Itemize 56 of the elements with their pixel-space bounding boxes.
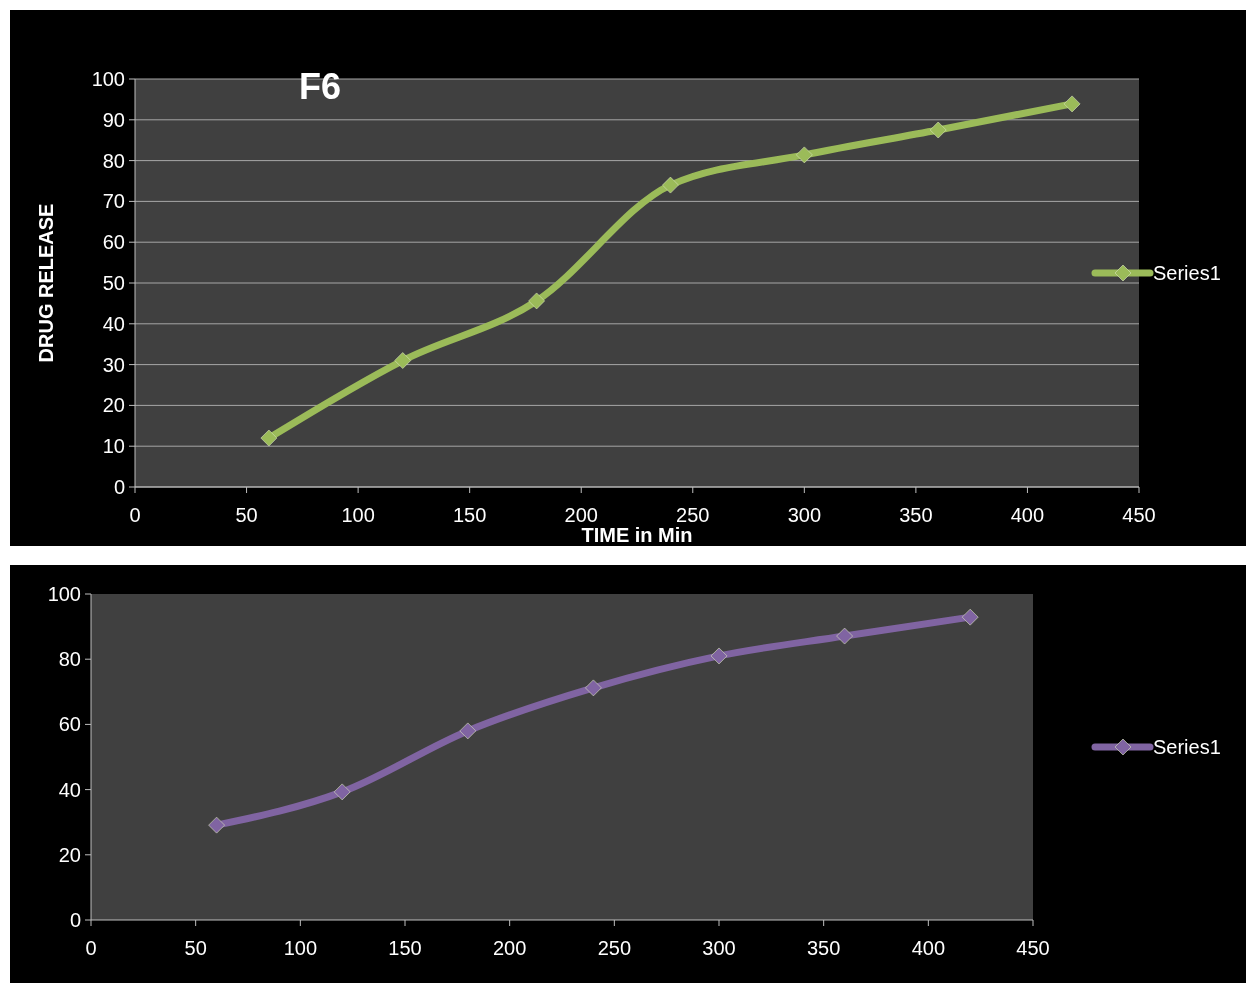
y-tick-label: 40 [58, 778, 81, 801]
x-tick-label: 200 [492, 937, 527, 959]
point [836, 627, 854, 645]
x-tick-label: 250 [676, 504, 710, 526]
x-tick-label: 400 [911, 937, 946, 959]
x-tick-label: 300 [787, 504, 822, 526]
y-tick-label: 90 [102, 108, 125, 131]
x-tick-label: 250 [597, 937, 632, 959]
y-tick-label: 60 [58, 713, 81, 736]
point [1063, 95, 1081, 113]
x-tick-label: 100 [341, 504, 375, 526]
point [260, 429, 278, 447]
point [710, 647, 728, 665]
point [961, 608, 979, 626]
point [584, 679, 602, 697]
y-tick-label: 20 [58, 843, 81, 866]
legend-label: Series1 [1153, 262, 1221, 284]
x-tick-label: 0 [129, 504, 141, 526]
legend-label: Series1 [1153, 736, 1221, 758]
y-tick-label: 60 [102, 231, 125, 254]
x-tick-label: 300 [702, 937, 736, 959]
point [661, 176, 679, 194]
y-tick-label: 80 [102, 149, 125, 172]
x-tick-label: 100 [283, 937, 318, 959]
y-tick-label: 100 [91, 68, 125, 90]
y-tick-label: 50 [102, 272, 125, 294]
x-tick-label: 50 [184, 937, 207, 959]
x-tick-label: 450 [1122, 504, 1156, 526]
x-tick-label: 350 [899, 504, 933, 526]
x-tick-label: 400 [1010, 504, 1045, 526]
point [459, 722, 477, 740]
x-tick-label: 0 [85, 937, 97, 959]
y-tick-label: 30 [102, 353, 125, 376]
y-tick-label: 20 [102, 394, 125, 417]
y-tick-label: 100 [47, 583, 81, 605]
x-tick-label: 350 [806, 937, 841, 959]
y-tick-label: 0 [69, 909, 81, 931]
point [929, 121, 947, 139]
x-axis-title: TIME in Min [581, 524, 693, 546]
y-axis-title: DRUG RELEASE [35, 203, 57, 363]
x-tick-label: 450 [1016, 937, 1050, 959]
y-tick-label: 10 [102, 435, 125, 458]
x-tick-label: 150 [388, 937, 422, 959]
y-tick-label: 80 [58, 648, 81, 671]
x-tick-label: 50 [235, 504, 258, 526]
x-tick-label: 200 [564, 504, 598, 526]
x-tick-label: 150 [452, 504, 487, 526]
point [394, 352, 412, 370]
point [208, 816, 226, 834]
chart-title: F6 [298, 66, 342, 107]
y-tick-label: 0 [113, 476, 125, 498]
y-tick-label: 40 [102, 312, 125, 335]
y-tick-label: 70 [102, 190, 125, 213]
point [528, 292, 546, 310]
point [333, 783, 351, 801]
point [795, 146, 813, 164]
